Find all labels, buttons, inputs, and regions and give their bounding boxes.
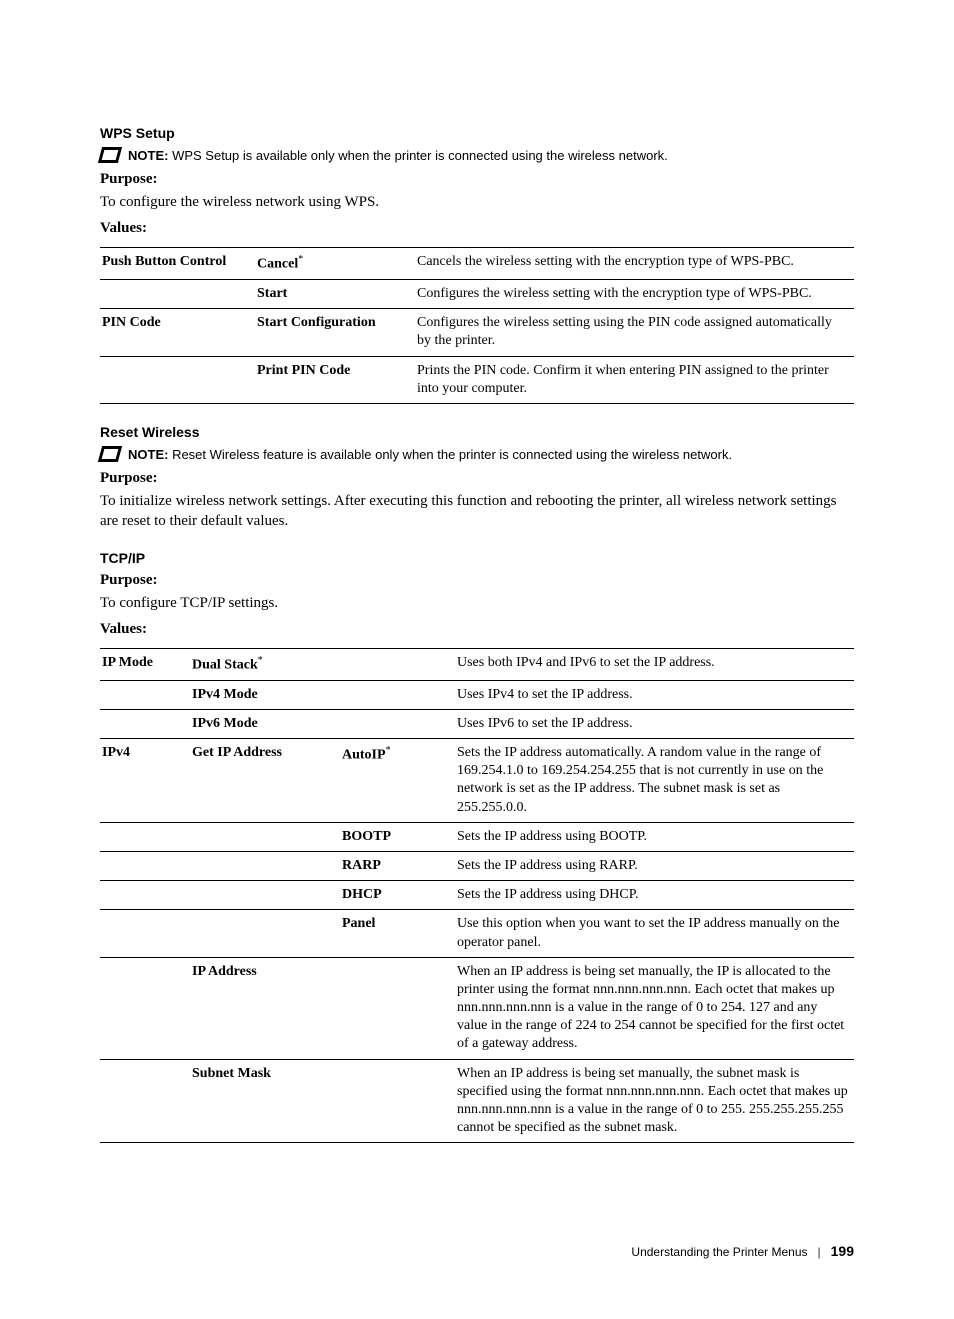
cell: When an IP address is being set manually… [455, 1059, 854, 1143]
purpose-label: Purpose: [100, 171, 854, 188]
cell: IP Address [192, 964, 257, 979]
cell: Sets the IP address using RARP. [455, 851, 854, 880]
note-text: WPS Setup is available only when the pri… [168, 148, 667, 163]
table-row: PIN Code Start Configuration Configures … [100, 309, 854, 356]
purpose-text: To configure the wireless network using … [100, 192, 854, 212]
cell: Print PIN Code [257, 363, 350, 378]
table-row: Print PIN Code Prints the PIN code. Conf… [100, 356, 854, 403]
cell: Sets the IP address using DHCP. [455, 881, 854, 910]
reset-note: NOTE: Reset Wireless feature is availabl… [100, 446, 854, 464]
table-row: IP Address When an IP address is being s… [100, 957, 854, 1059]
page-footer: Understanding the Printer Menus | 199 [100, 1243, 854, 1259]
table-row: Subnet Mask When an IP address is being … [100, 1059, 854, 1143]
wps-table: Push Button Control Cancel* Cancels the … [100, 247, 854, 404]
page-number: 199 [831, 1243, 854, 1259]
cell: Use this option when you want to set the… [455, 910, 854, 957]
table-row: IP Mode Dual Stack* Uses both IPv4 and I… [100, 648, 854, 680]
cell: BOOTP [342, 829, 391, 844]
reset-heading: Reset Wireless [100, 424, 854, 440]
table-row: Start Configures the wireless setting wi… [100, 280, 854, 309]
footer-separator: | [818, 1245, 821, 1259]
cell: IPv6 Mode [192, 716, 258, 731]
cell: IP Mode [102, 655, 153, 670]
table-row: DHCP Sets the IP address using DHCP. [100, 881, 854, 910]
cell: Start [257, 286, 287, 301]
sup: * [258, 655, 263, 666]
sup: * [386, 745, 391, 756]
sup: * [298, 254, 303, 265]
cell: When an IP address is being set manually… [455, 957, 854, 1059]
purpose-label: Purpose: [100, 470, 854, 487]
cell: Configures the wireless setting using th… [415, 309, 854, 356]
cell: Uses both IPv4 and IPv6 to set the IP ad… [455, 648, 854, 680]
cell: IPv4 Mode [192, 687, 258, 702]
cell: Cancel [257, 257, 298, 272]
note-label: NOTE: [128, 148, 168, 163]
values-label: Values: [100, 220, 854, 237]
values-label: Values: [100, 621, 854, 638]
note-text: Reset Wireless feature is available only… [168, 447, 732, 462]
purpose-text: To initialize wireless network settings.… [100, 491, 854, 532]
cell: Prints the PIN code. Confirm it when ent… [415, 356, 854, 403]
table-row: IPv4 Get IP Address AutoIP* Sets the IP … [100, 739, 854, 823]
note-icon [98, 446, 122, 462]
note-icon [98, 147, 122, 163]
page-content: WPS Setup NOTE: WPS Setup is available o… [0, 0, 954, 1319]
cell: Get IP Address [192, 745, 282, 760]
cell: Uses IPv6 to set the IP address. [455, 709, 854, 738]
tcpip-table: IP Mode Dual Stack* Uses both IPv4 and I… [100, 648, 854, 1144]
cell: Sets the IP address using BOOTP. [455, 822, 854, 851]
table-row: IPv4 Mode Uses IPv4 to set the IP addres… [100, 680, 854, 709]
cell: RARP [342, 858, 381, 873]
cell: Start Configuration [257, 315, 376, 330]
wps-note: NOTE: WPS Setup is available only when t… [100, 147, 854, 165]
cell: DHCP [342, 887, 382, 902]
cell: PIN Code [102, 315, 161, 330]
purpose-text: To configure TCP/IP settings. [100, 593, 854, 613]
cell: Subnet Mask [192, 1066, 271, 1081]
footer-title: Understanding the Printer Menus [631, 1245, 807, 1259]
purpose-label: Purpose: [100, 572, 854, 589]
cell: Configures the wireless setting with the… [415, 280, 854, 309]
table-row: BOOTP Sets the IP address using BOOTP. [100, 822, 854, 851]
cell: Cancels the wireless setting with the en… [415, 248, 854, 280]
table-row: Push Button Control Cancel* Cancels the … [100, 248, 854, 280]
table-row: RARP Sets the IP address using RARP. [100, 851, 854, 880]
note-label: NOTE: [128, 447, 168, 462]
cell: Uses IPv4 to set the IP address. [455, 680, 854, 709]
cell: IPv4 [102, 745, 130, 760]
tcpip-heading: TCP/IP [100, 550, 854, 566]
cell: Push Button Control [102, 254, 226, 269]
table-row: Panel Use this option when you want to s… [100, 910, 854, 957]
cell: Panel [342, 916, 375, 931]
cell: Sets the IP address automatically. A ran… [455, 739, 854, 823]
cell: Dual Stack [192, 657, 258, 672]
cell: AutoIP [342, 748, 386, 763]
table-row: IPv6 Mode Uses IPv6 to set the IP addres… [100, 709, 854, 738]
wps-heading: WPS Setup [100, 125, 854, 141]
